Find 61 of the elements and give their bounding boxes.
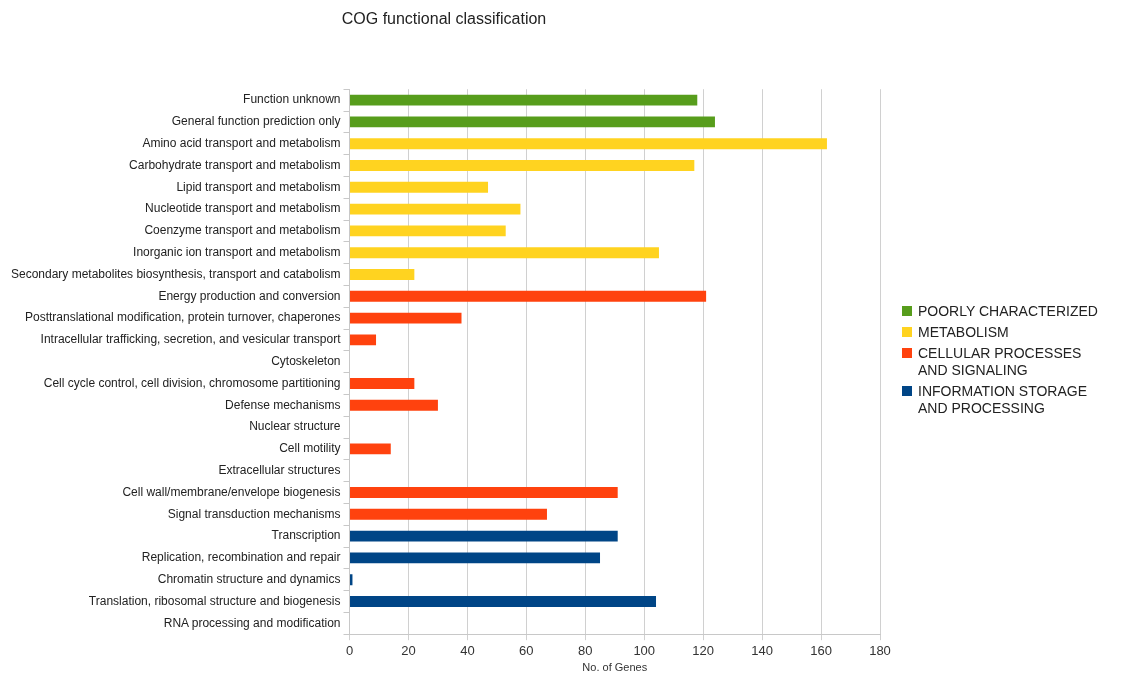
bar [350,312,462,324]
bar [350,225,506,237]
y-tick-label: Posttranslational modification, protein turnover, chaperones [24,310,341,325]
x-tick-label: 140 [751,642,773,658]
legend-label: METABOLISM [918,323,1009,341]
y-tick-label: Nuclear structure [249,419,341,434]
bar [350,596,657,607]
x-tick-label: 40 [460,642,475,658]
y-tick-label: Amino acid transport and metabolism [142,136,341,151]
x-tick-label: 120 [692,642,715,658]
bar [350,181,489,193]
bar [350,378,415,389]
y-tick-label: Function unknown [243,92,341,107]
y-tick-label: RNA processing and modification [163,615,341,630]
x-tick-label: 160 [810,642,832,658]
x-tick-label: 180 [869,642,891,658]
legend-label: CELLULAR PROCESSES AND SIGNALING [918,344,1083,379]
bar [350,138,827,150]
y-tick-label: Translation, ribosomal structure and biogenesis [88,593,341,608]
y-tick-label: Energy production and conversion [158,288,341,303]
y-tick-label: Replication, recombination and repair [141,550,341,565]
y-tick-label: Lipid transport and metabolism [176,179,341,194]
y-tick-label: Extracellular structures [218,463,341,478]
bar [350,247,659,259]
x-tick-label: 20 [401,642,416,658]
y-tick-label: Nucleotide transport and metabolism [145,201,341,216]
x-axis-title: No. of Genes [582,661,648,674]
bar [350,487,618,498]
y-tick-label: Cell wall/membrane/envelope biogenesis [122,484,341,499]
bar [350,160,695,171]
x-tick-label: 100 [633,642,656,658]
x-tick-label: 80 [578,642,593,658]
y-tick-label: Coenzyme transport and metabolism [144,223,341,238]
chart-title: COG functional classification [341,10,547,28]
y-tick-label: Carbohydrate transport and metabolism [129,157,341,172]
y-tick-label: Inorganic ion transport and metabolism [133,245,341,260]
bar [350,94,698,106]
bar [350,334,377,346]
bar [350,443,391,455]
y-tick-label: Transcription [271,528,341,543]
y-tick-label: Cell cycle control, cell division, chromosome partitioning [43,375,341,390]
y-tick-label: Cell motility [279,441,341,456]
y-tick-label: Cytoskeleton [271,354,341,369]
bar [350,116,715,128]
x-tick-label: 60 [519,642,534,658]
bar [350,552,601,564]
legend-label: POORLY CHARACTERIZED [918,302,1098,320]
legend-label: INFORMATION STORAGE AND PROCESSING [918,382,1089,417]
bar [350,203,521,215]
y-tick-label: Defense mechanisms [225,397,341,412]
y-tick-label: Chromatin structure and dynamics [157,572,341,587]
y-tick-label: Intracellular trafficking, secretion, and vesicular transport [40,332,342,347]
y-tick-label: Signal transduction mechanisms [167,506,341,521]
bar [350,508,547,520]
bar [350,530,618,542]
bar [350,269,415,280]
y-tick-label: Secondary metabolites biosynthesis, transport and catabolism [10,266,341,281]
y-tick-label: General function prediction only [171,114,341,129]
x-tick-label: 0 [345,642,354,658]
bar [350,399,438,411]
bar [350,290,707,302]
